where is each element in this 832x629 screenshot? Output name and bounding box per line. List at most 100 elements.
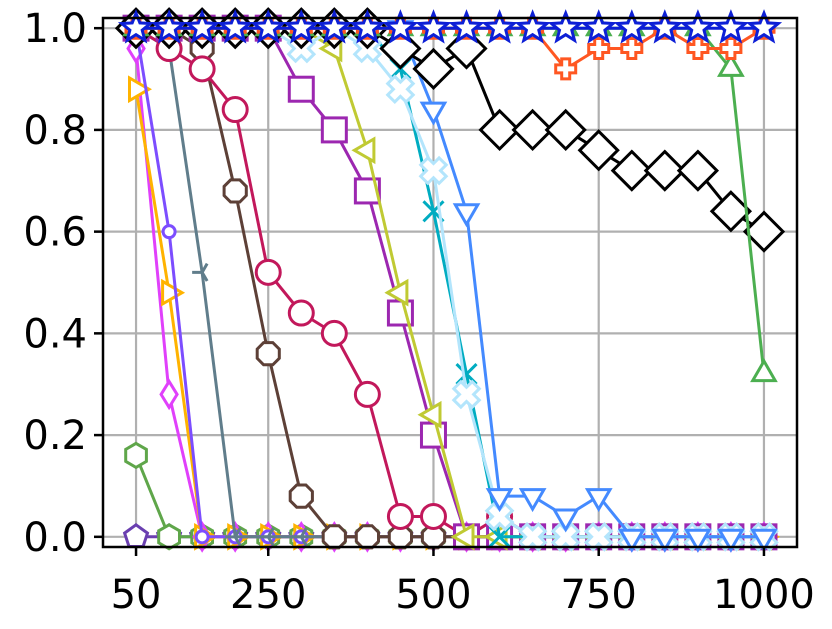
triangle-right-marker <box>161 278 186 307</box>
triangle-down-marker <box>584 488 613 513</box>
star-marker <box>514 9 551 44</box>
triangle-up-marker <box>716 52 745 77</box>
x-marker <box>550 521 581 552</box>
diamond-marker <box>478 108 521 152</box>
y-tick-label: 0.8 <box>23 108 87 154</box>
plus-marker <box>719 37 743 60</box>
octagon-marker <box>321 524 347 550</box>
star-marker <box>646 9 684 44</box>
triangle-down-marker <box>750 528 778 553</box>
star-marker <box>481 9 518 44</box>
plus-marker <box>554 57 578 81</box>
triangle-down-marker <box>419 101 448 126</box>
star-marker <box>745 9 783 44</box>
star-marker <box>250 9 287 44</box>
y-tick-label: 0.6 <box>23 210 87 256</box>
plus-marker <box>587 37 611 60</box>
x-tick-label: 750 <box>561 572 637 618</box>
diamond-marker <box>544 108 587 152</box>
triangle-left-marker <box>351 136 376 165</box>
star-marker <box>448 9 485 44</box>
x-marker <box>517 521 548 552</box>
circle-marker <box>188 55 216 83</box>
diamond-marker <box>610 149 653 192</box>
circle-marker <box>254 258 282 286</box>
star-marker <box>150 9 188 44</box>
axes: 50 250 500 750 1000 0.0 0.2 0.4 0.6 0.8 1.0 <box>23 6 814 618</box>
x-marker <box>484 501 515 532</box>
octagon-marker <box>255 341 281 367</box>
square-marker <box>287 75 315 103</box>
x-marker <box>385 74 416 105</box>
star-marker <box>316 9 353 44</box>
circle-marker <box>287 299 315 327</box>
diamond-marker <box>742 210 786 253</box>
y-tick-label: 0.4 <box>23 311 87 357</box>
circle-marker <box>386 502 414 530</box>
triangle-left-marker <box>417 400 442 429</box>
circle-marker <box>194 529 210 545</box>
triangle-down-marker <box>452 203 481 228</box>
plus-marker <box>686 37 710 60</box>
circle-marker <box>320 319 348 347</box>
star-marker <box>184 9 221 44</box>
x-tick-label: 500 <box>395 572 471 618</box>
x-marker <box>451 379 482 410</box>
tri-marker <box>258 527 275 547</box>
series <box>117 9 783 44</box>
circle-marker <box>221 96 249 124</box>
diamond-marker <box>643 149 686 192</box>
star-marker <box>382 9 419 44</box>
x-marker <box>583 521 614 552</box>
star-marker <box>547 9 584 44</box>
star-marker <box>283 9 320 44</box>
x-tick-label: 50 <box>111 572 162 618</box>
x-tick-label: 250 <box>230 572 306 618</box>
series <box>121 13 779 552</box>
octagon-marker <box>354 524 380 550</box>
tri-marker <box>225 527 242 547</box>
circle-marker <box>161 224 177 240</box>
triangle-down-marker <box>485 488 514 513</box>
circle-marker <box>353 380 381 408</box>
circle-marker <box>419 502 447 530</box>
star-marker <box>415 9 452 44</box>
triangle-left-marker <box>384 278 409 307</box>
tri-marker <box>192 262 209 282</box>
star-marker <box>580 9 617 44</box>
plus-marker <box>620 37 644 60</box>
y-tick-label: 0.2 <box>23 413 87 459</box>
triangle-down-marker <box>683 528 712 553</box>
star-marker <box>216 9 254 44</box>
plot-frame <box>101 16 799 549</box>
diamond-marker <box>159 378 179 411</box>
triangle-down-marker <box>716 528 745 553</box>
diamond-marker <box>709 190 753 233</box>
x-marker <box>418 155 449 186</box>
triangle-down-marker <box>617 528 646 553</box>
octagon-marker <box>288 483 314 509</box>
y-tick-label: 0.0 <box>23 515 87 561</box>
series-layer <box>114 7 786 553</box>
tri-marker <box>291 527 308 547</box>
triangle-left-marker <box>450 523 475 551</box>
star-marker <box>679 9 716 44</box>
diamond-marker <box>676 149 720 192</box>
pentagon-marker <box>122 522 150 548</box>
hexagon-marker <box>157 523 181 551</box>
triangle-down-marker <box>651 528 679 553</box>
square-marker <box>320 116 348 144</box>
diamond-marker <box>412 47 455 91</box>
triangle-down-marker <box>551 508 580 533</box>
octagon-marker <box>222 178 248 204</box>
star-marker <box>117 9 155 44</box>
y-tick-label: 1.0 <box>23 6 87 52</box>
hexagon-marker <box>124 441 148 470</box>
star-marker <box>613 9 650 44</box>
diamond-marker <box>511 108 554 152</box>
triangle-right-marker <box>128 75 153 104</box>
triangle-down-marker <box>518 488 547 513</box>
triangle-up-marker <box>750 358 778 383</box>
star-marker <box>349 9 386 44</box>
